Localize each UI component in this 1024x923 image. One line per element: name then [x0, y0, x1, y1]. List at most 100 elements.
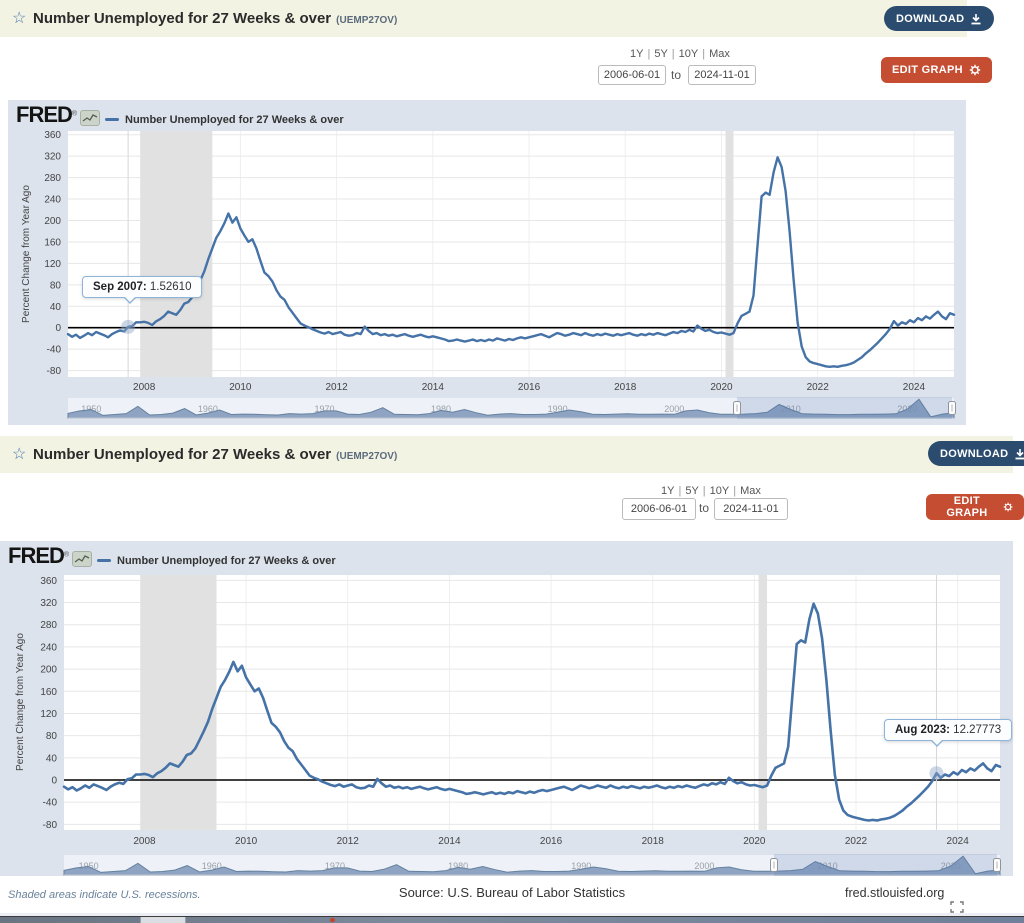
range-selector-2: 1Y | 5Y | 10Y | Max — [661, 485, 761, 497]
source-attribution: Source: U.S. Bureau of Labor Statistics — [398, 885, 626, 900]
svg-text:1970: 1970 — [314, 404, 334, 414]
favorite-star-icon[interactable]: ☆ — [12, 10, 27, 27]
range-link-max[interactable]: Max — [709, 48, 730, 60]
minimap-selection[interactable] — [737, 397, 952, 419]
date-to-input-2[interactable] — [714, 498, 788, 520]
range-link-10y[interactable]: 10Y — [678, 48, 699, 60]
svg-text:2018: 2018 — [642, 836, 665, 847]
svg-text:120: 120 — [40, 709, 57, 720]
svg-text:2012: 2012 — [337, 836, 360, 847]
main-chart-2[interactable]: 360 320 280 240 200 160 120 80 40 0 -40 -80 2008 2010… — [0, 541, 1013, 876]
series-code: (UEMP27OV) — [336, 15, 398, 26]
fred-logo-chart-icon-2 — [72, 550, 93, 567]
legend-label: Number Unemployed for 27 Weeks & over — [125, 113, 344, 126]
fred-logo-2[interactable]: FRED® — [8, 545, 93, 568]
svg-text:1980: 1980 — [448, 861, 468, 871]
svg-text:1970: 1970 — [325, 861, 345, 871]
series-code-2: (UEMP27OV) — [336, 451, 398, 462]
range-separator: | — [678, 485, 682, 497]
edit-graph-button-2[interactable]: EDIT GRAPH — [926, 494, 1024, 520]
tooltip-date: Sep 2007: — [93, 281, 147, 293]
chart-legend-1: Number Unemployed for 27 Weeks & over — [105, 111, 344, 129]
gear-icon-2 — [1003, 502, 1013, 512]
svg-text:1990: 1990 — [548, 404, 568, 414]
download-label-2: DOWNLOAD — [940, 447, 1009, 460]
range-link-max[interactable]: Max — [740, 485, 761, 497]
edit-graph-label-2: EDIT GRAPH — [946, 495, 988, 519]
range-separator: | — [647, 48, 651, 60]
series-header-1: ☆ Number Unemployed for 27 Weeks & over (… — [0, 0, 995, 39]
main-chart-1[interactable]: 360 320 280 240 200 160 120 80 40 0 -40 -80 2008 2010… — [8, 100, 966, 425]
date-from-input[interactable] — [598, 65, 666, 85]
fred-site-link[interactable]: fred.stlouisfed.org — [845, 886, 945, 900]
minimap-track[interactable] — [64, 855, 1000, 875]
download-button[interactable]: DOWNLOAD — [884, 6, 995, 31]
recession-note: Shaded areas indicate U.S. recessions. — [8, 889, 201, 901]
data-series-line[interactable] — [62, 602, 1002, 822]
svg-text:-40: -40 — [43, 798, 58, 809]
bottom-gap — [0, 913, 1024, 916]
fred-logo[interactable]: FRED® — [16, 104, 101, 127]
svg-text:1960: 1960 — [198, 404, 218, 414]
svg-text:120: 120 — [44, 259, 61, 270]
legend-line-swatch — [105, 118, 119, 122]
series-header-2: ☆ Number Unemployed for 27 Weeks & over (… — [0, 436, 1024, 473]
highlighted-data-point[interactable] — [121, 319, 136, 334]
chart-legend-2: Number Unemployed for 27 Weeks & over — [97, 552, 336, 570]
legend-label-2: Number Unemployed for 27 Weeks & over — [117, 554, 336, 567]
chart-tooltip-2: Aug 2023: 12.27773 — [884, 719, 1013, 747]
chart-frame-2: FRED® Number Unemployed for 27 Weeks & o… — [0, 541, 1013, 876]
page-title: Number Unemployed for 27 Weeks & over (UE… — [33, 0, 397, 39]
svg-text:2010: 2010 — [229, 382, 252, 393]
data-series-line[interactable] — [66, 156, 956, 368]
range-link-10y[interactable]: 10Y — [709, 485, 730, 497]
plot-area[interactable] — [68, 131, 954, 377]
plot-area[interactable] — [64, 575, 1000, 830]
range-link-5y[interactable]: 5Y — [685, 485, 699, 497]
svg-text:2024: 2024 — [947, 836, 970, 847]
minimap-area — [63, 855, 1001, 876]
svg-text:2010: 2010 — [235, 836, 258, 847]
minimap-selection[interactable] — [774, 854, 997, 876]
svg-text:160: 160 — [40, 687, 57, 698]
highlighted-data-point[interactable] — [929, 766, 944, 781]
svg-text:240: 240 — [40, 642, 57, 653]
background-window-edge — [0, 916, 1024, 923]
svg-text:0: 0 — [51, 776, 57, 787]
range-link-5y[interactable]: 5Y — [654, 48, 668, 60]
svg-text:-80: -80 — [43, 820, 58, 831]
date-to-input[interactable] — [688, 65, 756, 85]
svg-text:200: 200 — [40, 665, 57, 676]
edit-graph-label: EDIT GRAPH — [892, 64, 963, 76]
svg-text:1980: 1980 — [431, 404, 451, 414]
recession-band — [140, 131, 213, 377]
svg-text:280: 280 — [40, 620, 57, 631]
range-link-1y[interactable]: 1Y — [661, 485, 675, 497]
download-label: DOWNLOAD — [896, 12, 965, 25]
svg-text:2024: 2024 — [903, 382, 926, 393]
fullscreen-icon[interactable] — [950, 901, 964, 913]
chart-frame-1: FRED® Number Unemployed for 27 Weeks & o… — [8, 100, 966, 425]
svg-text:1990: 1990 — [571, 861, 591, 871]
recession-band — [758, 575, 768, 830]
svg-text:2020: 2020 — [710, 382, 733, 393]
svg-text:40: 40 — [46, 753, 58, 764]
range-separator: | — [702, 48, 706, 60]
svg-text:2020: 2020 — [743, 836, 766, 847]
svg-text:2014: 2014 — [422, 382, 445, 393]
svg-text:2012: 2012 — [325, 382, 348, 393]
tooltip-value-2: 12.27773 — [953, 724, 1002, 736]
edit-graph-button[interactable]: EDIT GRAPH — [881, 57, 992, 83]
background-window-tab — [140, 917, 186, 923]
download-icon — [971, 13, 981, 24]
range-link-1y[interactable]: 1Y — [630, 48, 644, 60]
date-from-input-2[interactable] — [622, 498, 696, 520]
svg-text:280: 280 — [44, 173, 61, 184]
range-separator: | — [733, 485, 737, 497]
download-button-2[interactable]: DOWNLOAD — [928, 441, 1024, 466]
minimap-track[interactable] — [68, 398, 954, 418]
svg-text:160: 160 — [44, 237, 61, 248]
favorite-star-icon-2[interactable]: ☆ — [12, 446, 27, 463]
svg-text:2022: 2022 — [845, 836, 868, 847]
